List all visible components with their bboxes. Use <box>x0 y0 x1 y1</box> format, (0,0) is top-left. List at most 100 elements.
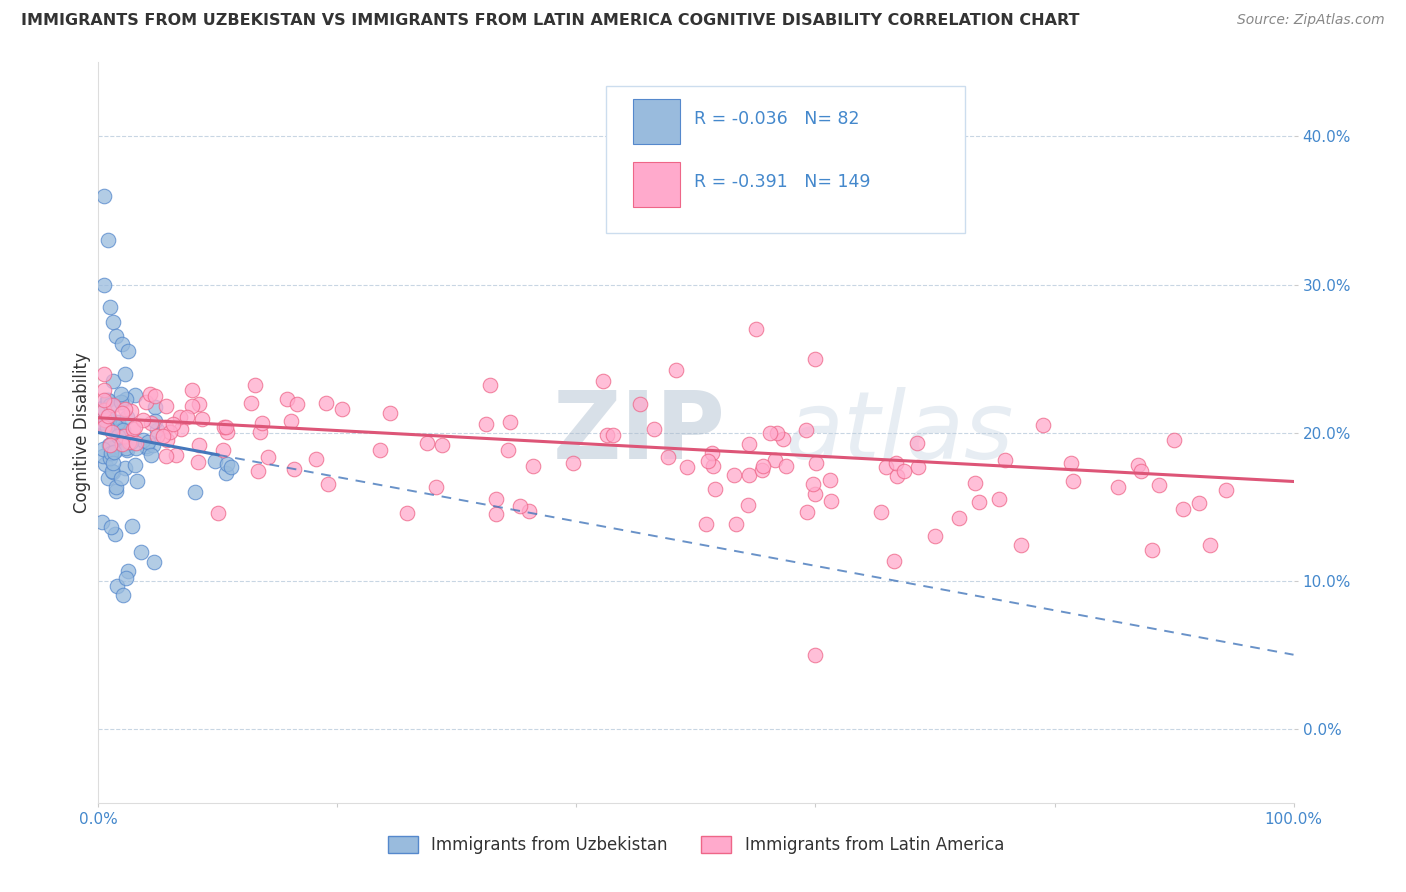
Point <box>415 435 437 450</box>
Point <box>924 529 946 543</box>
Point <box>1163 433 1185 447</box>
Point <box>107 429 129 443</box>
Point <box>176 410 198 425</box>
Point <box>93 418 115 433</box>
Point <box>93 188 115 202</box>
Point <box>628 397 651 411</box>
Point <box>93 383 115 397</box>
Point <box>988 491 1011 506</box>
Point <box>98 409 121 424</box>
Point <box>97 438 120 452</box>
Point <box>93 392 115 407</box>
Point <box>801 477 824 491</box>
Point <box>657 450 679 465</box>
Point <box>115 409 138 424</box>
Point <box>97 471 120 485</box>
Point <box>121 519 143 533</box>
Point <box>820 494 842 508</box>
Point <box>884 456 907 470</box>
Point <box>766 426 789 441</box>
Point <box>155 420 177 434</box>
Point <box>592 374 614 388</box>
Point <box>101 465 124 479</box>
Point <box>509 499 531 513</box>
Point <box>775 458 797 473</box>
Point <box>1032 418 1054 433</box>
Point <box>112 423 135 437</box>
Point <box>212 420 235 434</box>
Point <box>112 435 135 450</box>
Point <box>994 453 1017 467</box>
Point <box>1142 542 1164 557</box>
Point <box>97 392 120 407</box>
Point <box>247 465 270 479</box>
Point <box>93 419 115 434</box>
Point <box>738 468 761 483</box>
Point <box>165 449 187 463</box>
FancyBboxPatch shape <box>633 162 681 207</box>
Point <box>135 442 157 456</box>
Point <box>305 452 328 467</box>
Point <box>146 429 169 443</box>
Point <box>97 409 120 423</box>
Point <box>496 443 519 458</box>
FancyBboxPatch shape <box>633 99 681 144</box>
Point <box>152 428 174 442</box>
Point <box>132 413 155 427</box>
Point <box>1128 458 1150 472</box>
Point <box>118 435 141 450</box>
Point <box>121 422 143 436</box>
Point <box>207 506 229 520</box>
Point <box>98 413 121 427</box>
Point <box>139 417 162 431</box>
Point <box>276 392 298 407</box>
Point <box>155 449 177 463</box>
Point <box>135 439 157 453</box>
Point <box>96 393 118 408</box>
Point <box>114 401 136 416</box>
Point <box>98 300 122 314</box>
Point <box>110 406 132 420</box>
Point <box>700 445 723 459</box>
Point <box>124 420 146 434</box>
Point <box>112 428 135 442</box>
Point <box>759 425 782 440</box>
Point <box>162 417 184 432</box>
Point <box>256 450 278 464</box>
Point <box>120 404 142 418</box>
Point <box>91 449 114 463</box>
Point <box>280 414 302 428</box>
Point <box>100 445 122 459</box>
Point <box>142 438 165 452</box>
Point <box>170 422 193 436</box>
Point <box>804 351 827 366</box>
Point <box>101 374 124 388</box>
Point <box>103 445 125 459</box>
Point <box>252 417 274 431</box>
Point <box>156 433 179 447</box>
Point <box>695 516 717 531</box>
Point <box>100 450 122 465</box>
Point <box>103 465 125 479</box>
Text: IMMIGRANTS FROM UZBEKISTAN VS IMMIGRANTS FROM LATIN AMERICA COGNITIVE DISABILITY: IMMIGRANTS FROM UZBEKISTAN VS IMMIGRANTS… <box>21 13 1080 29</box>
Point <box>142 555 165 569</box>
Point <box>155 399 177 413</box>
Point <box>737 498 759 512</box>
Text: ZIP: ZIP <box>553 386 725 479</box>
Point <box>101 456 124 470</box>
Point <box>105 442 128 457</box>
Text: R = -0.036   N= 82: R = -0.036 N= 82 <box>693 111 859 128</box>
Point <box>704 482 727 496</box>
Point <box>596 428 619 442</box>
Point <box>204 454 226 468</box>
Point <box>665 363 688 377</box>
Point <box>499 415 522 429</box>
Point <box>1188 496 1211 510</box>
Point <box>738 437 761 451</box>
Point <box>110 471 132 485</box>
Point <box>485 507 508 521</box>
Point <box>215 419 238 434</box>
Point <box>522 459 544 474</box>
Point <box>517 504 540 518</box>
Point <box>1060 457 1083 471</box>
